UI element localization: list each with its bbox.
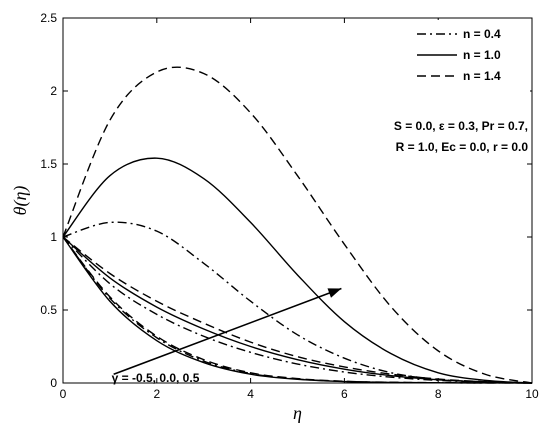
legend-label-1: n = 0.4 <box>463 27 501 41</box>
series-line-1 <box>62 221 533 384</box>
x-axis-label: η <box>293 403 302 423</box>
legend-label-2: n = 1.0 <box>463 48 501 62</box>
legend-label-3: n = 1.4 <box>463 69 501 83</box>
y-tick-label: 0 <box>50 376 57 390</box>
y-tick-label: 2.5 <box>40 11 57 25</box>
gamma-annotation: γ = -0.5, 0.0, 0.5 <box>112 371 200 385</box>
annotation-arrow-head <box>327 288 342 298</box>
x-tick-label: 0 <box>60 387 67 401</box>
y-tick-label: 2 <box>50 84 57 98</box>
x-tick-label: 8 <box>435 387 442 401</box>
x-tick-label: 6 <box>341 387 348 401</box>
annotation-layer <box>113 287 342 375</box>
x-tick-label: 4 <box>247 387 254 401</box>
annotation-arrow-shaft <box>113 287 342 375</box>
y-axis-label: θ(η) <box>10 186 31 216</box>
parameters-text-line-1: S = 0.0, ε = 0.3, Pr = 0.7, <box>394 119 528 133</box>
parameters-text-line-2: R = 1.0, Ec = 0.0, r = 0.0 <box>396 140 529 154</box>
y-tick-label: 0.5 <box>40 303 57 317</box>
y-tick-label: 1.5 <box>40 157 57 171</box>
series-layer <box>62 66 533 384</box>
series-line-9 <box>62 236 533 384</box>
ticks-layer: 0 2 4 6 8 10 0 0.5 1 1.5 2 2.5 <box>40 11 539 401</box>
series-line-3 <box>62 66 533 384</box>
series-line-6 <box>62 236 533 384</box>
x-tick-label: 2 <box>153 387 160 401</box>
y-tick-label: 1 <box>50 230 57 244</box>
series-line-2 <box>62 157 533 384</box>
x-tick-label: 10 <box>525 387 539 401</box>
legend-box <box>411 20 530 92</box>
legend: n = 0.4 n = 1.0 n = 1.4 <box>411 20 530 92</box>
